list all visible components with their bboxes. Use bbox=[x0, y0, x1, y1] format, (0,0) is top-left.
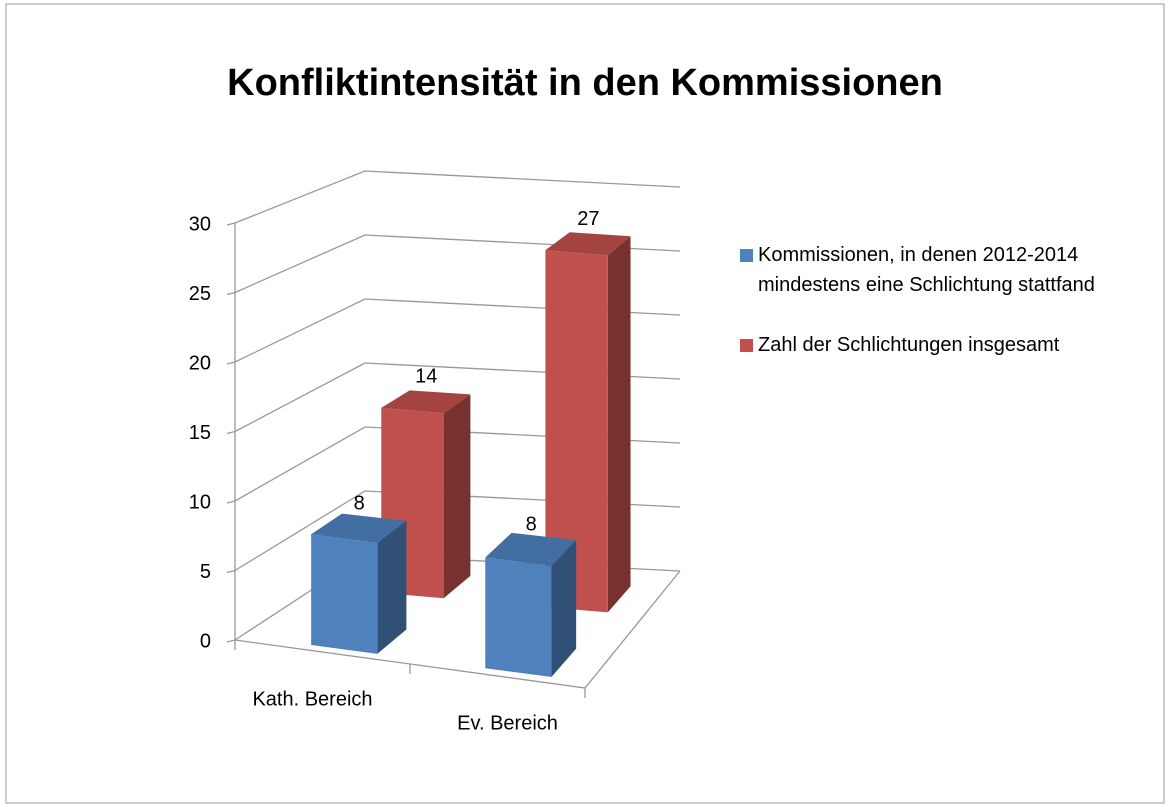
data-label: 8 bbox=[526, 513, 537, 535]
bar-top bbox=[485, 532, 577, 567]
legend-item: Zahl der Schlichtungen insgesamt bbox=[740, 330, 1130, 360]
bar-side bbox=[551, 540, 577, 678]
legend-label: Zahl der Schlichtungen insgesamt bbox=[758, 334, 1060, 356]
bar bbox=[381, 390, 471, 599]
bar bbox=[485, 532, 577, 678]
grid-line bbox=[234, 170, 681, 224]
y-tick-label: 10 bbox=[189, 491, 211, 513]
y-tick-label: 25 bbox=[189, 283, 211, 305]
bar-front bbox=[485, 557, 552, 678]
chart-title: Konfliktintensität in den Kommissionen bbox=[227, 62, 943, 104]
bar-top bbox=[311, 513, 407, 544]
bar bbox=[545, 232, 631, 613]
data-label: 8 bbox=[354, 492, 365, 514]
bar-side bbox=[607, 236, 631, 613]
y-tick-label: 5 bbox=[200, 561, 211, 583]
legend-item: Kommissionen, in denen 2012-2014 mindest… bbox=[740, 240, 1130, 300]
y-tick-label: 20 bbox=[189, 352, 211, 374]
bar-side bbox=[443, 394, 471, 599]
x-tick-label: Ev. Bereich bbox=[457, 712, 558, 734]
bar-top bbox=[545, 232, 631, 256]
legend-label: Kommissionen, in denen 2012-2014 mindest… bbox=[758, 244, 1095, 296]
data-label: 27 bbox=[577, 208, 599, 230]
y-tick bbox=[226, 361, 236, 365]
bar-front bbox=[311, 534, 378, 654]
bar-front bbox=[545, 250, 608, 613]
data-label: 14 bbox=[415, 366, 437, 388]
y-tick bbox=[226, 569, 236, 574]
y-tick bbox=[226, 500, 236, 504]
bar-side bbox=[377, 520, 407, 654]
bar-top bbox=[381, 390, 471, 414]
y-tick bbox=[226, 291, 236, 296]
y-tick bbox=[226, 222, 236, 226]
legend-swatch bbox=[740, 339, 753, 352]
legend-swatch bbox=[740, 249, 753, 262]
y-tick bbox=[226, 639, 236, 643]
y-tick bbox=[226, 430, 236, 435]
y-tick-label: 0 bbox=[200, 630, 211, 652]
x-tick-label: Kath. Bereich bbox=[252, 688, 372, 710]
legend: Kommissionen, in denen 2012-2014 mindest… bbox=[740, 240, 1130, 390]
bar bbox=[311, 513, 407, 654]
y-tick-label: 30 bbox=[189, 213, 211, 235]
y-tick-label: 15 bbox=[189, 422, 211, 444]
